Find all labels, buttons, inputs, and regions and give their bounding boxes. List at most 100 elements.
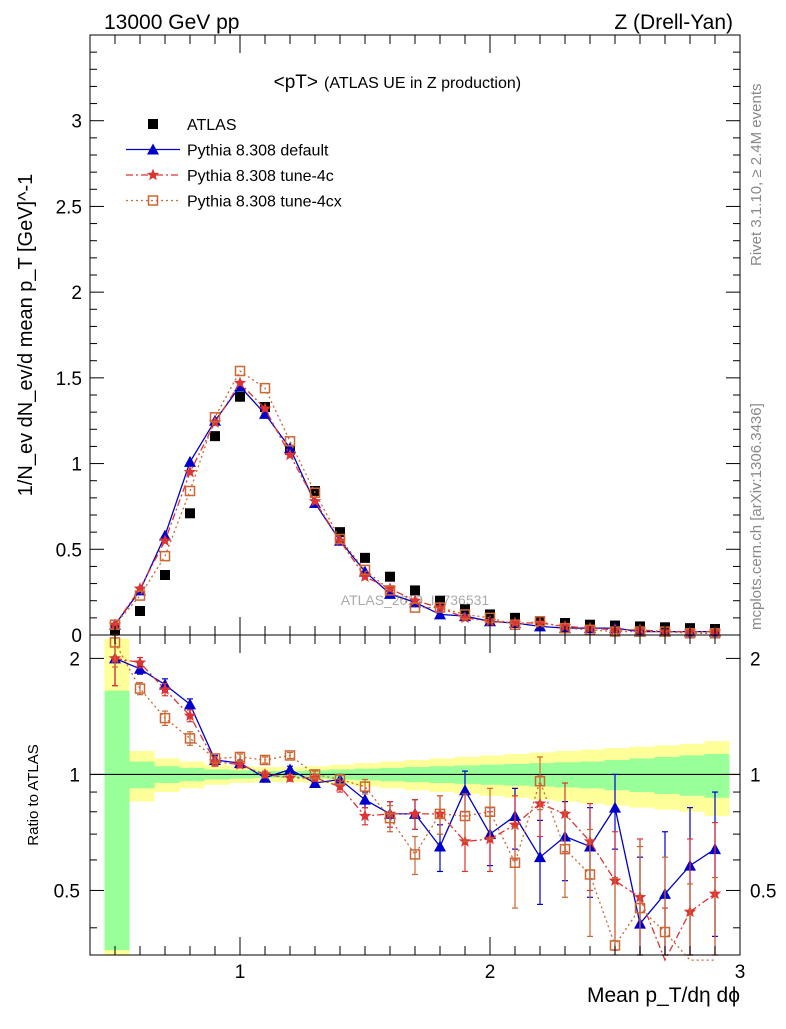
ratio-point bbox=[409, 849, 421, 860]
data-point bbox=[508, 616, 522, 629]
ratio-point bbox=[634, 902, 646, 914]
data-point bbox=[310, 486, 320, 496]
main-axis-ticks: 0 0.5 1 1.5 2 2.5 3 bbox=[56, 35, 740, 647]
data-point bbox=[384, 587, 396, 599]
data-point bbox=[459, 609, 471, 620]
rivet-label: Rivet 3.1.10, ≥ 2.4M events bbox=[748, 84, 765, 267]
ratio-point bbox=[309, 769, 321, 780]
data-point bbox=[135, 606, 145, 616]
uncertainty-band-inner bbox=[654, 756, 680, 794]
data-point bbox=[359, 564, 371, 576]
ratio-y-tick-label: 0.5 bbox=[54, 881, 80, 902]
x-tick-label: 2 bbox=[485, 962, 496, 983]
ratio-point bbox=[484, 806, 496, 818]
ratio-point bbox=[309, 777, 321, 789]
data-point bbox=[235, 391, 245, 402]
ratio-point bbox=[133, 656, 147, 668]
ratio-y-tick-label-right: 1 bbox=[750, 765, 761, 786]
data-point bbox=[334, 533, 346, 545]
legend-label: Pythia 8.308 tune-4cx bbox=[187, 194, 342, 211]
header-left: 13000 GeV pp bbox=[104, 11, 239, 34]
ratio-point bbox=[459, 810, 471, 822]
data-point bbox=[259, 407, 271, 419]
data-point bbox=[335, 527, 345, 538]
data-point bbox=[283, 448, 297, 461]
main-y-axis-label: 1/N_ev dN_ev/d mean p_T [GeV]^-1 bbox=[15, 174, 37, 497]
x-axis-label: Mean p_T/dη dϕ bbox=[587, 984, 740, 1007]
data-point bbox=[333, 534, 347, 546]
series-line-3 bbox=[114, 370, 715, 634]
data-point bbox=[385, 571, 395, 582]
ratio-point bbox=[609, 801, 621, 813]
data-point bbox=[558, 619, 572, 632]
data-point bbox=[183, 465, 197, 478]
ratio-point bbox=[434, 840, 446, 852]
ratio-point bbox=[259, 754, 271, 766]
data-point bbox=[184, 485, 196, 497]
data-point bbox=[408, 594, 422, 606]
data-point bbox=[308, 494, 322, 507]
ratio-point bbox=[384, 812, 396, 824]
ratio-point bbox=[158, 683, 172, 695]
data-point bbox=[435, 595, 445, 606]
data-point bbox=[384, 585, 396, 596]
ratio-y-tick-label: 2 bbox=[69, 649, 80, 670]
data-point bbox=[209, 412, 221, 423]
y-tick-label: 1.5 bbox=[56, 369, 82, 390]
data-point bbox=[533, 616, 547, 629]
data-point bbox=[485, 609, 495, 620]
ratio-point bbox=[234, 751, 246, 763]
ratio-y-tick-label-right: 0.5 bbox=[750, 881, 776, 902]
legend-marker bbox=[147, 195, 159, 206]
header-right: Z (Drell-Yan) bbox=[614, 11, 733, 34]
ratio-axis-ticks: 0.5 0.5 1 1 2 2 1 2 3 bbox=[54, 635, 776, 983]
y-tick-label: 1 bbox=[71, 455, 82, 476]
data-point bbox=[133, 582, 147, 594]
ratio-point bbox=[284, 763, 296, 775]
ratio-point bbox=[283, 771, 297, 784]
ratio-point bbox=[359, 793, 371, 805]
y-tick-label: 0 bbox=[71, 626, 82, 647]
ratio-point bbox=[233, 758, 247, 770]
legend-marker bbox=[146, 168, 160, 181]
y-tick-label: 0.5 bbox=[56, 540, 82, 561]
ratio-point bbox=[159, 712, 171, 724]
ratio-point bbox=[534, 776, 546, 787]
x-tick-label: 3 bbox=[735, 962, 746, 983]
uncertainty-band-inner bbox=[629, 758, 655, 793]
ratio-point bbox=[434, 808, 446, 820]
ratio-point bbox=[534, 851, 546, 863]
ratio-point bbox=[508, 818, 522, 831]
y-tick-label: 2 bbox=[71, 283, 82, 304]
legend-label: ATLAS bbox=[187, 117, 237, 134]
main-subtitle: (ATLAS UE in Z production) bbox=[324, 75, 521, 92]
data-point bbox=[360, 552, 370, 563]
data-point bbox=[210, 431, 220, 442]
data-point bbox=[159, 550, 171, 562]
ratio-point bbox=[184, 698, 196, 710]
ratio-y-tick-label-right: 2 bbox=[750, 649, 761, 670]
ratio-point bbox=[459, 784, 471, 796]
ratio-point bbox=[659, 926, 671, 938]
data-point bbox=[309, 487, 321, 498]
data-point bbox=[434, 602, 446, 613]
ratio-panel: 0.5 0.5 1 1 2 2 1 2 3 Ratio to ATLAS Mean p_T/dη… bbox=[25, 634, 776, 1007]
data-point bbox=[233, 376, 247, 389]
ratio-plot-area bbox=[90, 634, 740, 962]
ratio-y-axis-label: Ratio to ATLAS bbox=[25, 744, 42, 845]
data-point bbox=[410, 585, 420, 596]
data-point bbox=[284, 436, 296, 447]
ratio-point bbox=[333, 780, 347, 792]
data-point bbox=[259, 382, 271, 394]
data-point bbox=[134, 590, 146, 601]
ratio-point bbox=[183, 709, 197, 721]
data-point bbox=[234, 365, 246, 377]
ratio-point bbox=[258, 767, 272, 780]
uncertainty-band-inner bbox=[104, 690, 130, 951]
x-tick-label: 1 bbox=[235, 962, 246, 983]
data-point bbox=[184, 455, 196, 467]
data-point bbox=[534, 616, 546, 627]
data-point bbox=[383, 582, 397, 594]
ratio-point bbox=[134, 683, 146, 694]
